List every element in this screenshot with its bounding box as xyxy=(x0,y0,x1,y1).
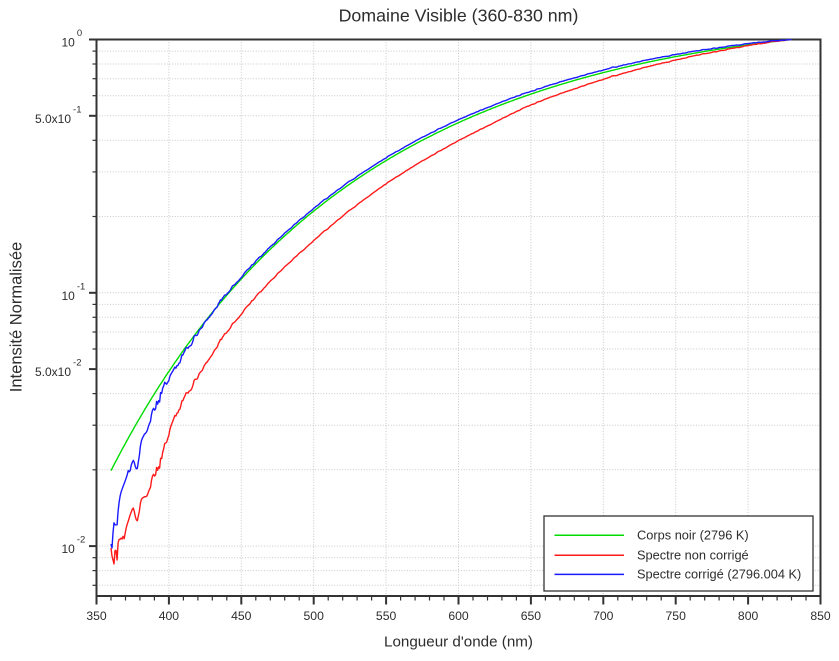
svg-text:Domaine Visible (360-830 nm): Domaine Visible (360-830 nm) xyxy=(339,6,579,26)
svg-text:850: 850 xyxy=(810,609,831,623)
svg-text:750: 750 xyxy=(666,609,687,623)
svg-text:800: 800 xyxy=(738,609,759,623)
svg-text:450: 450 xyxy=(231,609,252,623)
svg-text:Longueur d'onde (nm): Longueur d'onde (nm) xyxy=(384,634,533,651)
svg-text:350: 350 xyxy=(86,609,107,623)
svg-text:Corps noir (2796 K): Corps noir (2796 K) xyxy=(637,528,749,543)
svg-text:400: 400 xyxy=(159,609,180,623)
svg-text:700: 700 xyxy=(593,609,614,623)
svg-text:500: 500 xyxy=(304,609,325,623)
svg-text:650: 650 xyxy=(521,609,542,623)
svg-text:Intensité Normalisée: Intensité Normalisée xyxy=(8,242,26,392)
svg-text:Spectre corrigé (2796.004 K): Spectre corrigé (2796.004 K) xyxy=(637,567,801,582)
svg-text:550: 550 xyxy=(376,609,397,623)
svg-text:600: 600 xyxy=(448,609,469,623)
svg-text:Spectre non corrigé: Spectre non corrigé xyxy=(637,548,749,563)
